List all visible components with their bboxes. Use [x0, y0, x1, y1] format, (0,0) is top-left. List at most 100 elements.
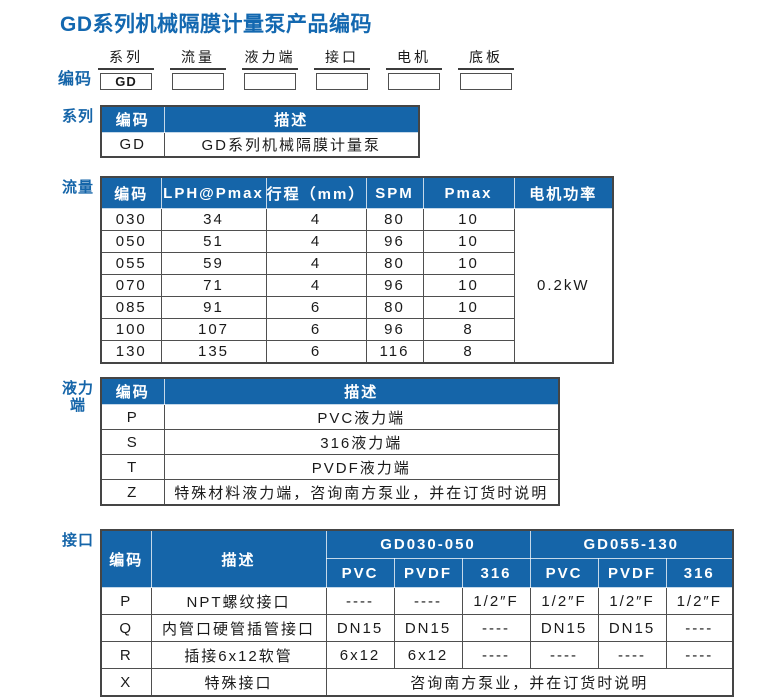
cell: ----	[597, 641, 667, 669]
col-header: LPH@Pmax	[160, 176, 267, 209]
cell: DN15	[393, 614, 463, 642]
cell: 6	[265, 318, 367, 341]
cell: 96	[365, 230, 424, 253]
cell: Q	[100, 614, 152, 642]
table-row: Z 特殊材料液力端，咨询南方泵业，并在订货时说明	[100, 479, 560, 506]
cell: 6x12	[325, 641, 395, 669]
col-header: 编码	[100, 176, 162, 209]
section-label-interface: 接口	[61, 532, 94, 549]
cell: 135	[160, 340, 267, 364]
cell: 特殊材料液力端，咨询南方泵业，并在订货时说明	[163, 479, 560, 506]
cell: 100	[100, 318, 162, 341]
cell: 6x12	[393, 641, 463, 669]
table-row: X 特殊接口 咨询南方泵业，并在订货时说明	[100, 668, 734, 697]
header-row: 编码 LPH@Pmax 行程（mm） SPM Pmax 电机功率	[100, 176, 614, 209]
cell: 10	[422, 296, 515, 319]
cell: 91	[160, 296, 267, 319]
coding-fields: 系列 GD 流量 液力端 接口 电机 底板	[98, 47, 515, 90]
cell: 80	[365, 208, 424, 231]
table-row: R 插接6x12软管 6x12 6x12 ---- ---- ---- ----	[100, 641, 734, 669]
cell: 10	[422, 230, 515, 253]
cell: 内管口硬管插管接口	[150, 614, 327, 642]
coding-field-interface: 接口	[314, 47, 371, 90]
cell: 特殊接口	[150, 668, 327, 697]
table-row: 070 71 4 96 10	[100, 274, 613, 297]
field-box	[172, 73, 225, 90]
table-row: S 316液力端	[100, 429, 560, 455]
col-header: PVDF	[597, 558, 667, 588]
motor-power-cell: 0.2kW	[513, 208, 614, 364]
section-label-series: 系列	[61, 108, 94, 125]
cell: 10	[422, 208, 515, 231]
header-row: 编码 描述	[100, 105, 420, 133]
cell: 1/2″F	[529, 587, 599, 615]
coding-field-baseplate: 底板	[458, 47, 515, 90]
field-label: 流量	[170, 47, 227, 70]
cell: 51	[160, 230, 267, 253]
cell: GD	[100, 132, 165, 158]
cell: ----	[393, 587, 463, 615]
cell: 71	[160, 274, 267, 297]
cell: 34	[160, 208, 267, 231]
cell: X	[100, 668, 152, 697]
header-row: 编码 描述 GD030-050 GD055-130	[100, 529, 734, 588]
coding-field-series: 系列 GD	[98, 47, 155, 90]
col-header: 编码	[100, 377, 165, 405]
cell: 030	[100, 208, 162, 231]
cell: ----	[665, 614, 734, 642]
cell: P	[100, 587, 152, 615]
cell: 8	[422, 318, 515, 341]
section-flow: 流量 编码 LPH@Pmax 行程（mm） SPM Pmax 电机功率 030 …	[56, 176, 780, 364]
cell: 96	[365, 318, 424, 341]
section-label-flow: 流量	[61, 179, 94, 196]
cell: 107	[160, 318, 267, 341]
cell: NPT螺纹接口	[150, 587, 327, 615]
header-row: PVC PVDF 316 PVC PVDF 316	[101, 558, 734, 588]
flow-table: 编码 LPH@Pmax 行程（mm） SPM Pmax 电机功率 030 34 …	[100, 176, 614, 364]
field-label: 液力端	[242, 47, 299, 70]
cell: PVDF液力端	[163, 454, 560, 480]
table-row: 100 107 6 96 8	[100, 318, 613, 341]
cell: 80	[365, 296, 424, 319]
section-label-liquid-end: 液力端	[61, 380, 94, 414]
page-title: GD系列机械隔膜计量泵产品编码	[60, 13, 372, 36]
cell: P	[100, 404, 165, 430]
cell: DN15	[529, 614, 599, 642]
table-row: GD GD系列机械隔膜计量泵	[100, 132, 420, 158]
section-liquid-end: 液力端 编码 描述 P PVC液力端 S 316液力端 T PVDF液力端 Z …	[56, 377, 780, 506]
table-row: 130 135 6 116 8	[100, 340, 613, 364]
cell: 4	[265, 252, 367, 275]
group-header: GD030-050	[325, 529, 531, 559]
coding-field-flow: 流量	[170, 47, 227, 90]
cell: 6	[265, 340, 367, 364]
header-row: 编码 描述	[100, 377, 560, 405]
section-series: 系列 编码 描述 GD GD系列机械隔膜计量泵	[56, 105, 780, 158]
table-row: Q 内管口硬管插管接口 DN15 DN15 ---- DN15 DN15 ---…	[100, 614, 734, 642]
cell: Z	[100, 479, 165, 506]
col-header: 编码	[100, 105, 165, 133]
cell: 96	[365, 274, 424, 297]
field-box	[460, 73, 513, 90]
table-row: 055 59 4 80 10	[100, 252, 613, 275]
col-header: 编码	[100, 529, 152, 588]
table-row: 050 51 4 96 10	[100, 230, 613, 253]
col-header: PVDF	[393, 558, 463, 588]
cell: 116	[365, 340, 424, 364]
cell: 130	[100, 340, 162, 364]
field-label: 接口	[314, 47, 371, 70]
merged-note-cell: 咨询南方泵业，并在订货时说明	[325, 668, 734, 697]
cell: GD系列机械隔膜计量泵	[163, 132, 420, 158]
series-table: 编码 描述 GD GD系列机械隔膜计量泵	[100, 105, 420, 158]
cell: 80	[365, 252, 424, 275]
cell: ----	[529, 641, 599, 669]
cell: 10	[422, 252, 515, 275]
cell: 050	[100, 230, 162, 253]
cell: 055	[100, 252, 162, 275]
field-box	[388, 73, 441, 90]
col-header: PVC	[529, 558, 599, 588]
cell: 6	[265, 296, 367, 319]
cell: PVC液力端	[163, 404, 560, 430]
cell: 1/2″F	[597, 587, 667, 615]
col-header: 行程（mm）	[265, 176, 367, 209]
